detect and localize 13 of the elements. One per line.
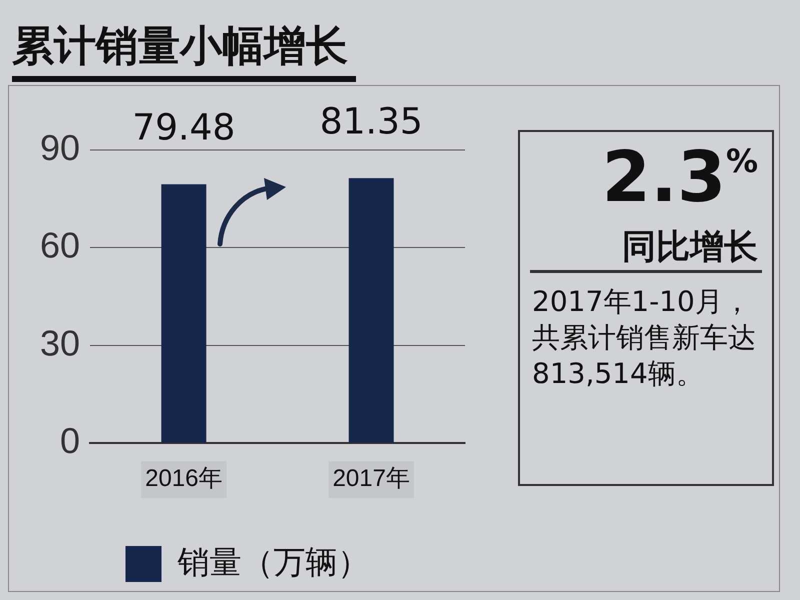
text: 2017年1-10月，共累计销售新车达813,514辆。 — [532, 284, 757, 392]
x-tick-label: 2017年 — [332, 465, 410, 492]
legend-label: 销量（万辆） — [176, 544, 370, 580]
data-label: 79.48 — [132, 108, 236, 149]
y-tick-label: 30 — [40, 322, 80, 364]
text: 2.3$^{%}$ — [602, 136, 758, 218]
data-label: 81.35 — [320, 102, 423, 143]
x-tick-label: 2016年 — [145, 465, 222, 492]
y-tick-label: 90 — [40, 126, 80, 168]
chart-title: 累计销量小幅增长 — [12, 18, 356, 82]
y-tick-label: 0 — [60, 420, 80, 462]
y-tick-label: 60 — [40, 224, 80, 266]
text: 同比增长 — [622, 226, 758, 269]
